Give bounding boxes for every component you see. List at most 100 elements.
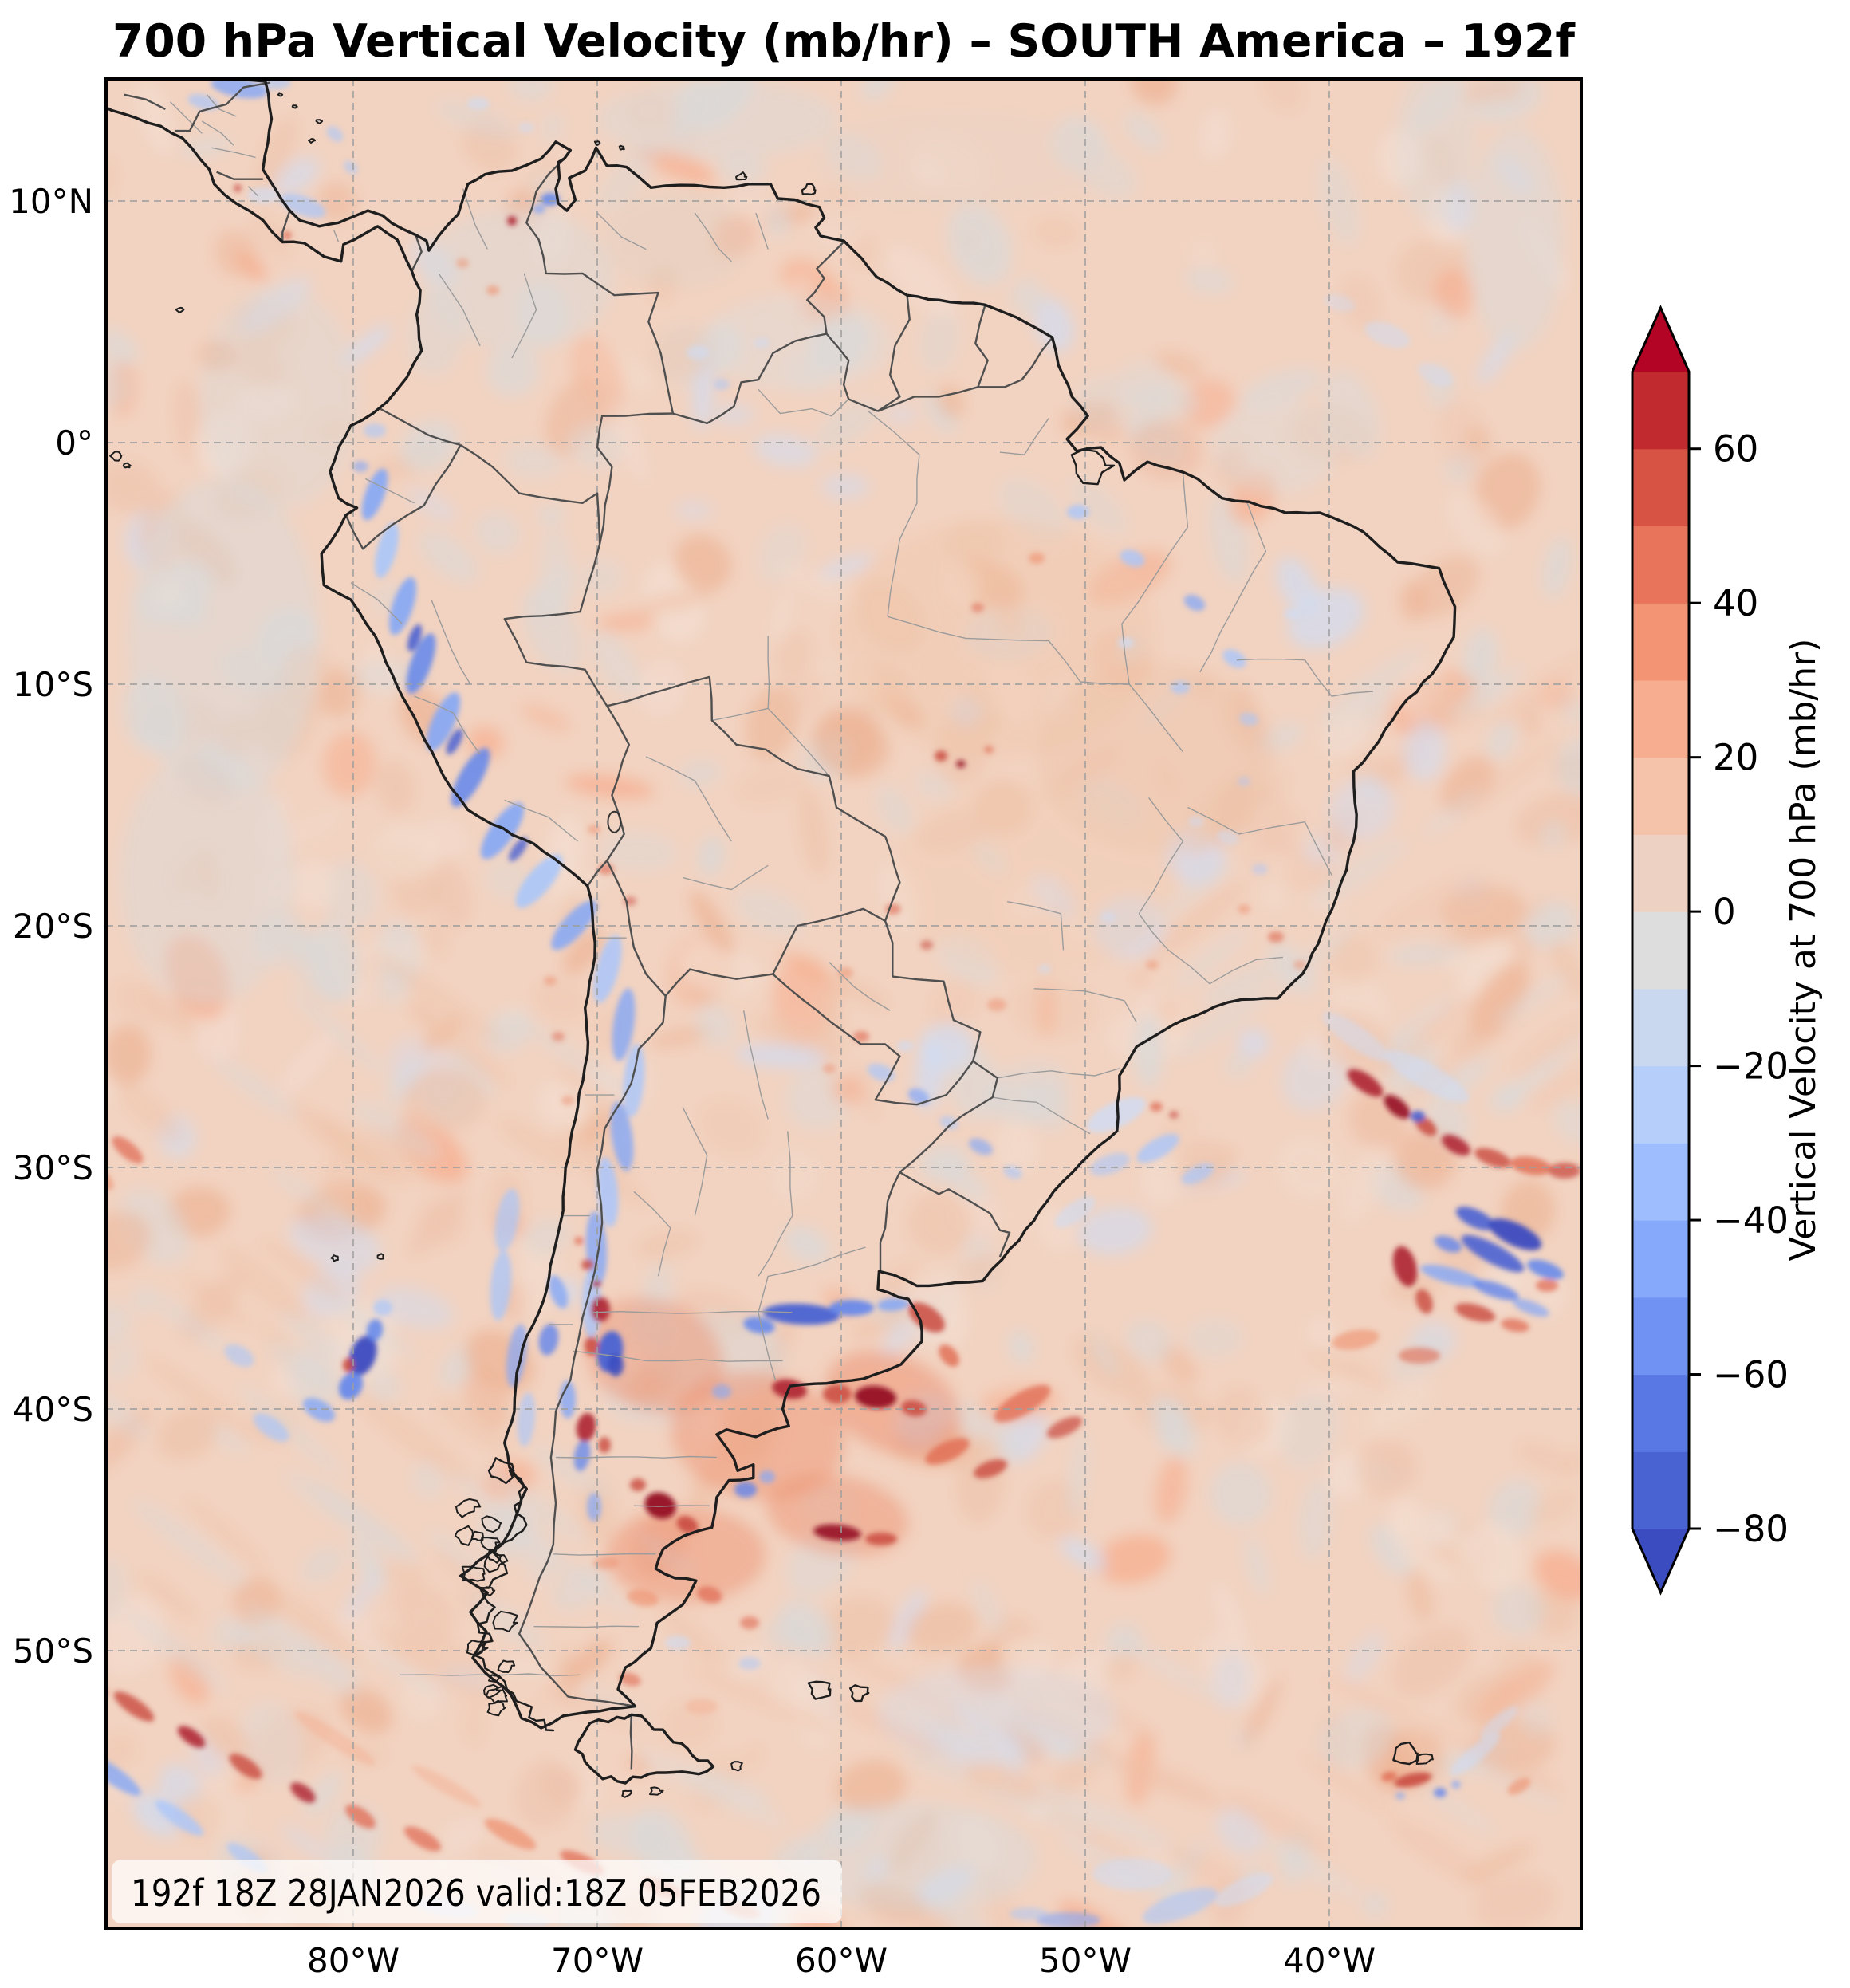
lat-tick-label: 0° [55, 423, 93, 463]
country-border [772, 907, 886, 975]
island [376, 1253, 384, 1260]
country-border [344, 444, 462, 550]
island [849, 1684, 870, 1703]
country-border [596, 412, 673, 545]
island [480, 1586, 496, 1596]
state-border [992, 1096, 1091, 1135]
country-border [606, 675, 901, 922]
country-border [899, 1060, 998, 1174]
island [175, 306, 185, 313]
state-border [350, 582, 403, 624]
state-border [1153, 471, 1189, 579]
colorbar-band [1632, 448, 1689, 527]
graticule [106, 79, 1581, 1928]
country-border [877, 295, 911, 412]
state-border [758, 1246, 866, 1380]
colorbar-band [1632, 1065, 1689, 1144]
state-border [533, 1625, 640, 1628]
colorbar-band [1632, 603, 1689, 681]
state-border [633, 1191, 671, 1277]
island [497, 1659, 516, 1673]
colorbar-tick-label: −80 [1713, 1508, 1789, 1550]
state-border [201, 120, 234, 146]
state-border [170, 101, 203, 134]
lat-tick-label: 30°S [13, 1148, 93, 1187]
state-border [1006, 901, 1065, 951]
colorbar-axis-label: Vertical Velocity at 700 hPa (mb/hr) [1783, 639, 1824, 1262]
colorbar-over-arrow [1632, 308, 1689, 372]
country-border [877, 386, 978, 412]
lon-tick-label: 80°W [307, 1941, 400, 1980]
state-border [596, 212, 647, 250]
colorbar-band [1632, 1220, 1689, 1298]
country-border [664, 968, 773, 997]
colorbar-tick-label: −40 [1713, 1199, 1789, 1242]
colorbar-band [1632, 1297, 1689, 1376]
island [291, 104, 298, 109]
island [466, 1640, 489, 1655]
state-border [438, 273, 481, 347]
country-border [411, 234, 423, 272]
island [471, 1530, 484, 1541]
island [487, 1457, 515, 1485]
lake-titicaca [607, 810, 622, 833]
island [593, 140, 601, 146]
island [1415, 1753, 1434, 1765]
lat-tick-label: 20°S [13, 907, 93, 946]
colorbar-band [1632, 988, 1689, 1067]
colorbar-band [1632, 1143, 1689, 1221]
country-border [884, 920, 982, 1061]
state-border [887, 616, 1130, 685]
state-border [511, 273, 537, 359]
colorbar-band [1632, 834, 1689, 912]
lon-tick-label: 50°W [1039, 1941, 1132, 1980]
state-border [573, 1350, 783, 1362]
figure-title: 700 hPa Vertical Velocity (mb/hr) – SOUT… [112, 15, 1576, 68]
state-border [333, 230, 340, 242]
coastline-chilean-fjords [474, 1466, 555, 1732]
state-border [868, 411, 920, 617]
island [1392, 1741, 1419, 1766]
lat-tick-label: 10°N [9, 182, 93, 221]
state-border [364, 478, 415, 504]
country-border [672, 333, 827, 424]
coastline-mainland [106, 79, 1457, 1730]
colorbar-band [1632, 1374, 1689, 1452]
state-border [767, 636, 770, 709]
country-border [772, 973, 974, 1106]
timestamp-text: 192f 18Z 28JAN2026 valid:18Z 05FEB2026 [131, 1872, 821, 1915]
state-border [742, 1010, 769, 1120]
country-border [974, 304, 989, 388]
country-border [586, 860, 608, 887]
timestamp-box [112, 1860, 842, 1923]
island [486, 1699, 506, 1717]
state-border [1033, 988, 1137, 1023]
coastline [106, 79, 1457, 1798]
state-border [211, 147, 256, 159]
lat-tick-label: 10°S [13, 665, 93, 704]
colorbar-band [1632, 679, 1689, 758]
lon-tick-label: 60°W [795, 1941, 888, 1980]
country-border [629, 1714, 633, 1770]
island [1070, 448, 1116, 486]
colorbar-band [1632, 372, 1689, 450]
axis-tick-labels: 10°N 0° 10°S 20°S 30°S 40°S 50°S 80°W 70°W 60°W 50… [9, 182, 1376, 1980]
timestamp-box-group: 192f 18Z 28JAN2026 valid:18Z 05FEB2026 [112, 1860, 842, 1923]
state-border [462, 188, 488, 250]
country-borders [124, 81, 1053, 1770]
state-border [999, 418, 1049, 455]
lat-tick-label: 40°S [13, 1390, 93, 1429]
state-border [553, 1553, 656, 1556]
island [730, 1761, 743, 1772]
colorbar-band [1632, 911, 1689, 990]
colorbar-tick-label: 0 [1713, 891, 1736, 933]
lon-tick-label: 70°W [551, 1941, 644, 1980]
island [308, 138, 316, 144]
country-border [978, 337, 1053, 388]
state-border [1121, 577, 1183, 753]
country-border [518, 995, 667, 1707]
island [461, 1565, 486, 1582]
state-border [682, 1106, 708, 1216]
island [483, 1683, 502, 1699]
